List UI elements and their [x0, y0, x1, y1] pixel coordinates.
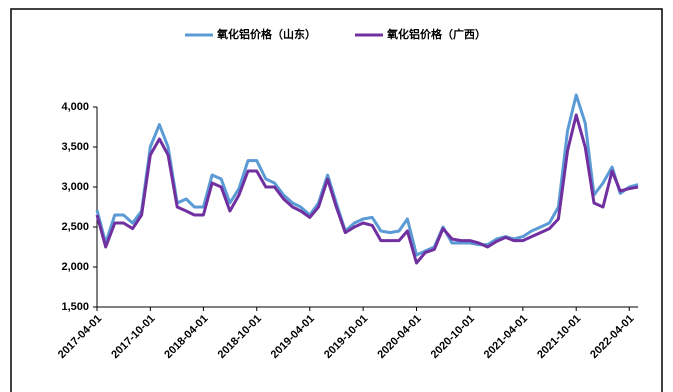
- legend-label: 氧化铝价格（山东）: [216, 27, 316, 41]
- y-tick-label: 1,500: [61, 301, 89, 313]
- line-series: [95, 113, 639, 265]
- x-tick-label: 2018-10-01: [216, 313, 264, 361]
- x-tick-label: 2017-04-01: [56, 313, 104, 361]
- y-tick-label: 3,500: [61, 141, 89, 153]
- x-tick-label: 2020-04-01: [375, 313, 423, 361]
- x-tick-label: 2018-04-01: [162, 313, 210, 361]
- x-tick-label: 2019-04-01: [269, 313, 317, 361]
- y-tick-label: 2,000: [61, 261, 89, 273]
- x-tick-label: 2021-10-01: [535, 313, 583, 361]
- x-tick-label: 2021-04-01: [482, 313, 530, 361]
- x-tick-label: 2019-10-01: [322, 313, 370, 361]
- frame: [10, 8, 663, 392]
- x-tick-label: 2022-04-01: [588, 313, 636, 361]
- legend-label: 氧化铝价格（广西）: [386, 27, 486, 41]
- y-tick-label: 4,000: [61, 101, 89, 113]
- x-tick-label: 2017-10-01: [109, 313, 157, 361]
- x-tick-label: 2020-10-01: [429, 313, 477, 361]
- line-series: [95, 93, 639, 257]
- y-tick-label: 2,500: [61, 221, 89, 233]
- y-tick-label: 3,000: [61, 181, 89, 193]
